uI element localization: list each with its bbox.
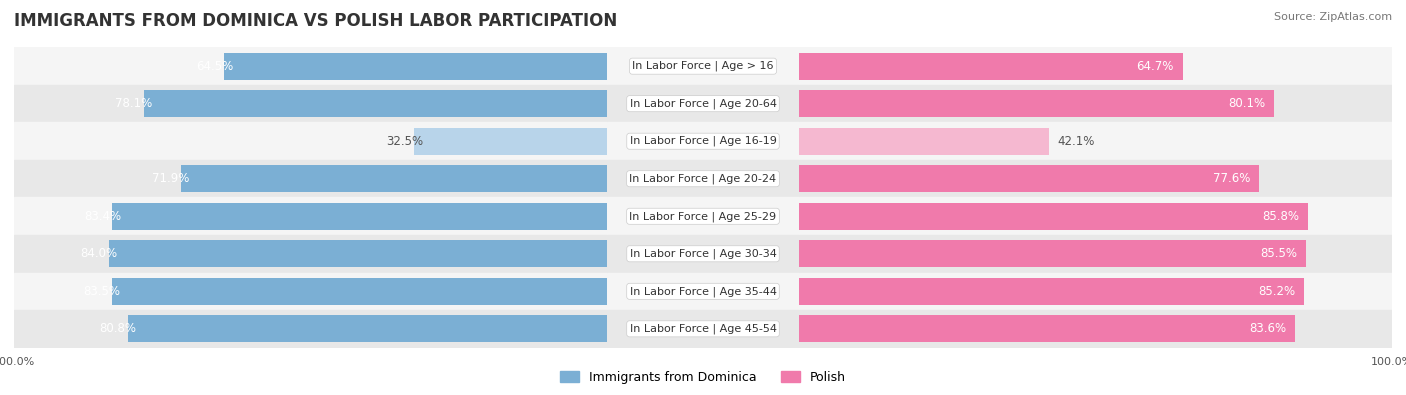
Bar	[800, 53, 1182, 80]
Text: 64.5%: 64.5%	[195, 60, 233, 73]
Bar	[800, 235, 1392, 273]
Text: 64.7%: 64.7%	[1136, 60, 1174, 73]
Text: In Labor Force | Age 45-54: In Labor Force | Age 45-54	[630, 324, 776, 334]
Bar	[14, 235, 606, 273]
Bar	[800, 203, 1308, 230]
Text: 85.8%: 85.8%	[1263, 210, 1299, 223]
Text: In Labor Force | Age 20-64: In Labor Force | Age 20-64	[630, 98, 776, 109]
Text: 83.5%: 83.5%	[84, 285, 121, 298]
Text: 42.1%: 42.1%	[1057, 135, 1095, 148]
Text: 85.5%: 85.5%	[1260, 247, 1298, 260]
Text: 80.8%: 80.8%	[100, 322, 136, 335]
Text: IMMIGRANTS FROM DOMINICA VS POLISH LABOR PARTICIPATION: IMMIGRANTS FROM DOMINICA VS POLISH LABOR…	[14, 12, 617, 30]
Text: In Labor Force | Age 20-24: In Labor Force | Age 20-24	[630, 173, 776, 184]
Bar	[606, 235, 800, 273]
Text: 71.9%: 71.9%	[152, 172, 190, 185]
Bar	[606, 47, 800, 85]
Bar	[800, 240, 1306, 267]
Text: 83.6%: 83.6%	[1249, 322, 1286, 335]
Bar	[143, 90, 606, 117]
Text: 80.1%: 80.1%	[1227, 97, 1265, 110]
Bar	[800, 128, 1049, 155]
Bar	[606, 122, 800, 160]
Bar	[800, 160, 1392, 198]
Bar	[800, 273, 1392, 310]
Legend: Immigrants from Dominica, Polish: Immigrants from Dominica, Polish	[555, 366, 851, 389]
Bar	[14, 198, 606, 235]
Bar	[128, 315, 606, 342]
Bar	[606, 310, 800, 348]
Text: 84.0%: 84.0%	[80, 247, 118, 260]
Text: 77.6%: 77.6%	[1213, 172, 1250, 185]
Bar	[112, 278, 606, 305]
Bar	[14, 47, 606, 85]
Text: In Labor Force | Age 16-19: In Labor Force | Age 16-19	[630, 136, 776, 147]
Bar	[606, 160, 800, 198]
Bar	[800, 122, 1392, 160]
Text: In Labor Force | Age > 16: In Labor Force | Age > 16	[633, 61, 773, 71]
Bar	[14, 85, 606, 122]
Text: In Labor Force | Age 30-34: In Labor Force | Age 30-34	[630, 248, 776, 259]
Bar	[180, 165, 606, 192]
Bar	[14, 273, 606, 310]
Bar	[14, 310, 606, 348]
Text: 32.5%: 32.5%	[385, 135, 423, 148]
Bar	[413, 128, 606, 155]
Text: In Labor Force | Age 25-29: In Labor Force | Age 25-29	[630, 211, 776, 222]
Text: In Labor Force | Age 35-44: In Labor Force | Age 35-44	[630, 286, 776, 297]
Bar	[800, 198, 1392, 235]
Bar	[606, 273, 800, 310]
Text: Source: ZipAtlas.com: Source: ZipAtlas.com	[1274, 12, 1392, 22]
Bar	[800, 278, 1305, 305]
Bar	[14, 160, 606, 198]
Bar	[800, 85, 1392, 122]
Bar	[14, 122, 606, 160]
Bar	[108, 240, 606, 267]
Bar	[800, 310, 1392, 348]
Bar	[800, 165, 1260, 192]
Bar	[606, 85, 800, 122]
Bar	[225, 53, 606, 80]
Bar	[800, 90, 1274, 117]
Bar	[112, 203, 606, 230]
Bar	[606, 198, 800, 235]
Text: 83.4%: 83.4%	[84, 210, 121, 223]
Bar	[800, 47, 1392, 85]
Text: 78.1%: 78.1%	[115, 97, 153, 110]
Text: 85.2%: 85.2%	[1258, 285, 1295, 298]
Bar	[800, 315, 1295, 342]
